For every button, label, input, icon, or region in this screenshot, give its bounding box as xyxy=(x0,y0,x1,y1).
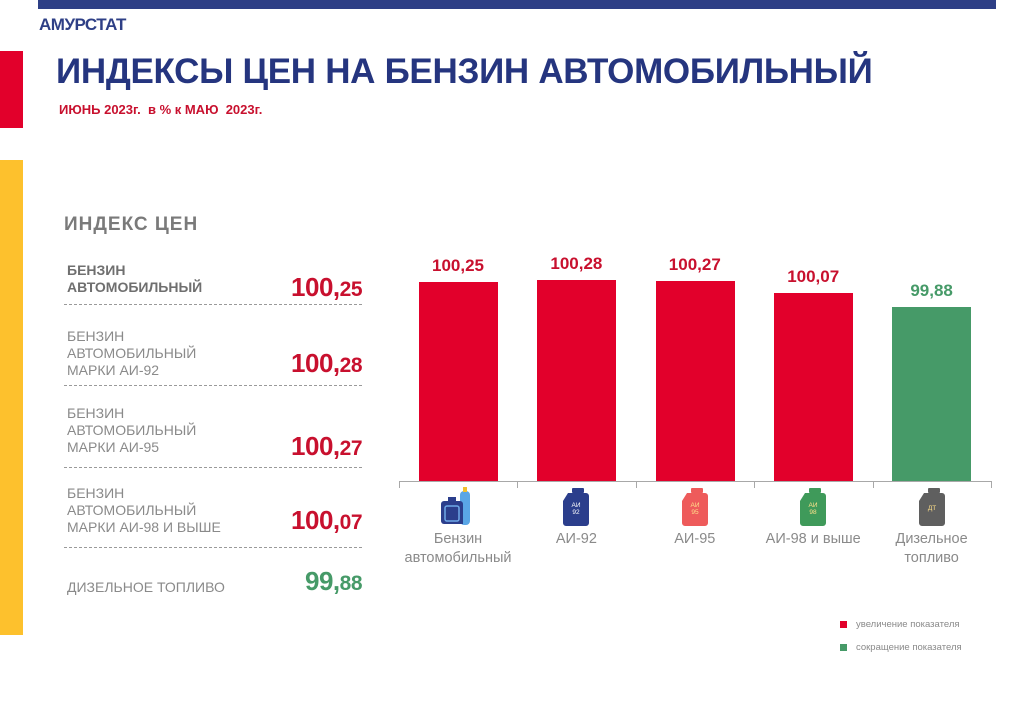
legend-swatch xyxy=(840,621,847,628)
chart-legend: увеличение показателя сокращение показате… xyxy=(840,613,962,659)
index-value-integer: 99, xyxy=(304,566,340,596)
index-row-label: БЕНЗИН АВТОМОБИЛЬНЫЙ xyxy=(67,262,203,295)
red-accent-stripe xyxy=(0,51,23,128)
page-title: ИНДЕКСЫ ЦЕН НА БЕНЗИН АВТОМОБИЛЬНЫЙ xyxy=(56,52,873,91)
bar-value-label: 100,07 xyxy=(787,266,840,286)
canister-ai98-icon: АИ 98 xyxy=(754,485,872,527)
index-row-value: 100,07 xyxy=(291,505,362,536)
index-row-value: 100,28 xyxy=(291,348,362,379)
svg-text:АИ: АИ xyxy=(572,502,581,509)
legend-item: сокращение показателя xyxy=(840,636,962,659)
index-value-fraction: 28 xyxy=(339,354,363,377)
svg-text:АИ: АИ xyxy=(690,502,699,509)
bar-value-label: 100,28 xyxy=(550,254,603,273)
dashed-separator xyxy=(64,385,362,386)
x-axis-tick xyxy=(399,481,400,488)
x-axis-category-label: АИ-98 и выше xyxy=(765,531,861,547)
index-value-integer: 100, xyxy=(291,505,340,535)
x-axis-category-label: АИ-95 xyxy=(674,531,716,547)
index-value-fraction: 88 xyxy=(339,572,363,595)
legend-label: увеличение показателя xyxy=(856,619,960,630)
bar-chart: 100,25 Бензин автомобильный 100,28 АИ 92 … xyxy=(399,240,992,580)
legend-swatch xyxy=(840,644,847,651)
bar-value-label: 99,88 xyxy=(910,281,953,300)
index-row-value: 100,27 xyxy=(291,431,362,462)
x-axis-tick xyxy=(873,481,874,488)
index-row-label: БЕНЗИН АВТОМОБИЛЬНЫЙ МАРКИ АИ-92 xyxy=(67,328,197,378)
index-value-integer: 100, xyxy=(291,431,340,461)
bar-value-label: 100,27 xyxy=(668,254,721,274)
svg-text:ДТ: ДТ xyxy=(927,505,935,512)
x-axis-tick xyxy=(754,481,755,488)
index-value-integer: 100, xyxy=(291,272,340,302)
x-axis-tick xyxy=(991,481,992,488)
canister-ai92-icon: АИ 92 xyxy=(517,485,635,527)
chart-bar xyxy=(537,280,617,481)
canister-ai95-icon: АИ 95 xyxy=(636,485,754,527)
x-axis-category-label: Бензин автомобильный xyxy=(404,531,512,566)
chart-bar xyxy=(655,280,735,481)
index-row-label: БЕНЗИН АВТОМОБИЛЬНЫЙ МАРКИ АИ-98 И ВЫШЕ xyxy=(67,485,221,535)
canister-diesel-icon: ДТ xyxy=(873,485,991,527)
legend-item: увеличение показателя xyxy=(840,613,962,636)
dashed-separator xyxy=(64,467,362,468)
svg-text:92: 92 xyxy=(573,509,581,516)
chart-bar xyxy=(892,307,972,481)
index-value-fraction: 25 xyxy=(339,278,363,301)
chart-bar xyxy=(418,281,498,481)
index-value-integer: 100, xyxy=(291,348,340,378)
top-banner-bar xyxy=(38,0,996,9)
x-axis-category-label: Дизельное топливо xyxy=(895,531,968,566)
yellow-accent-stripe xyxy=(0,160,23,635)
canister-and-gas-cylinder-icon xyxy=(399,485,517,527)
x-axis-line xyxy=(399,481,991,482)
svg-text:АИ: АИ xyxy=(809,502,818,509)
index-row-label: ДИЗЕЛЬНОЕ ТОПЛИВО xyxy=(67,579,225,595)
index-row-value: 100,25 xyxy=(291,272,362,303)
index-value-fraction: 07 xyxy=(339,511,363,534)
index-panel-heading: ИНДЕКС ЦЕН xyxy=(64,214,199,235)
chart-bar xyxy=(773,292,853,481)
x-axis-tick xyxy=(636,481,637,488)
bar-value-label: 100,25 xyxy=(432,255,484,275)
dashed-separator xyxy=(64,547,362,548)
brand-logo-text: АМУРСТАТ xyxy=(39,15,126,34)
index-row-value: 99,88 xyxy=(304,566,363,597)
index-value-fraction: 27 xyxy=(339,437,363,460)
dashed-separator xyxy=(64,304,362,305)
legend-label: сокращение показателя xyxy=(856,642,962,653)
page-subtitle: ИЮНЬ 2023г. в % к МАЮ 2023г. xyxy=(59,102,263,117)
index-row-label: БЕНЗИН АВТОМОБИЛЬНЫЙ МАРКИ АИ-95 xyxy=(67,405,197,455)
x-axis-category-label: АИ-92 xyxy=(555,531,597,547)
svg-text:95: 95 xyxy=(691,509,699,516)
svg-text:98: 98 xyxy=(810,509,818,516)
x-axis-tick xyxy=(517,481,518,488)
